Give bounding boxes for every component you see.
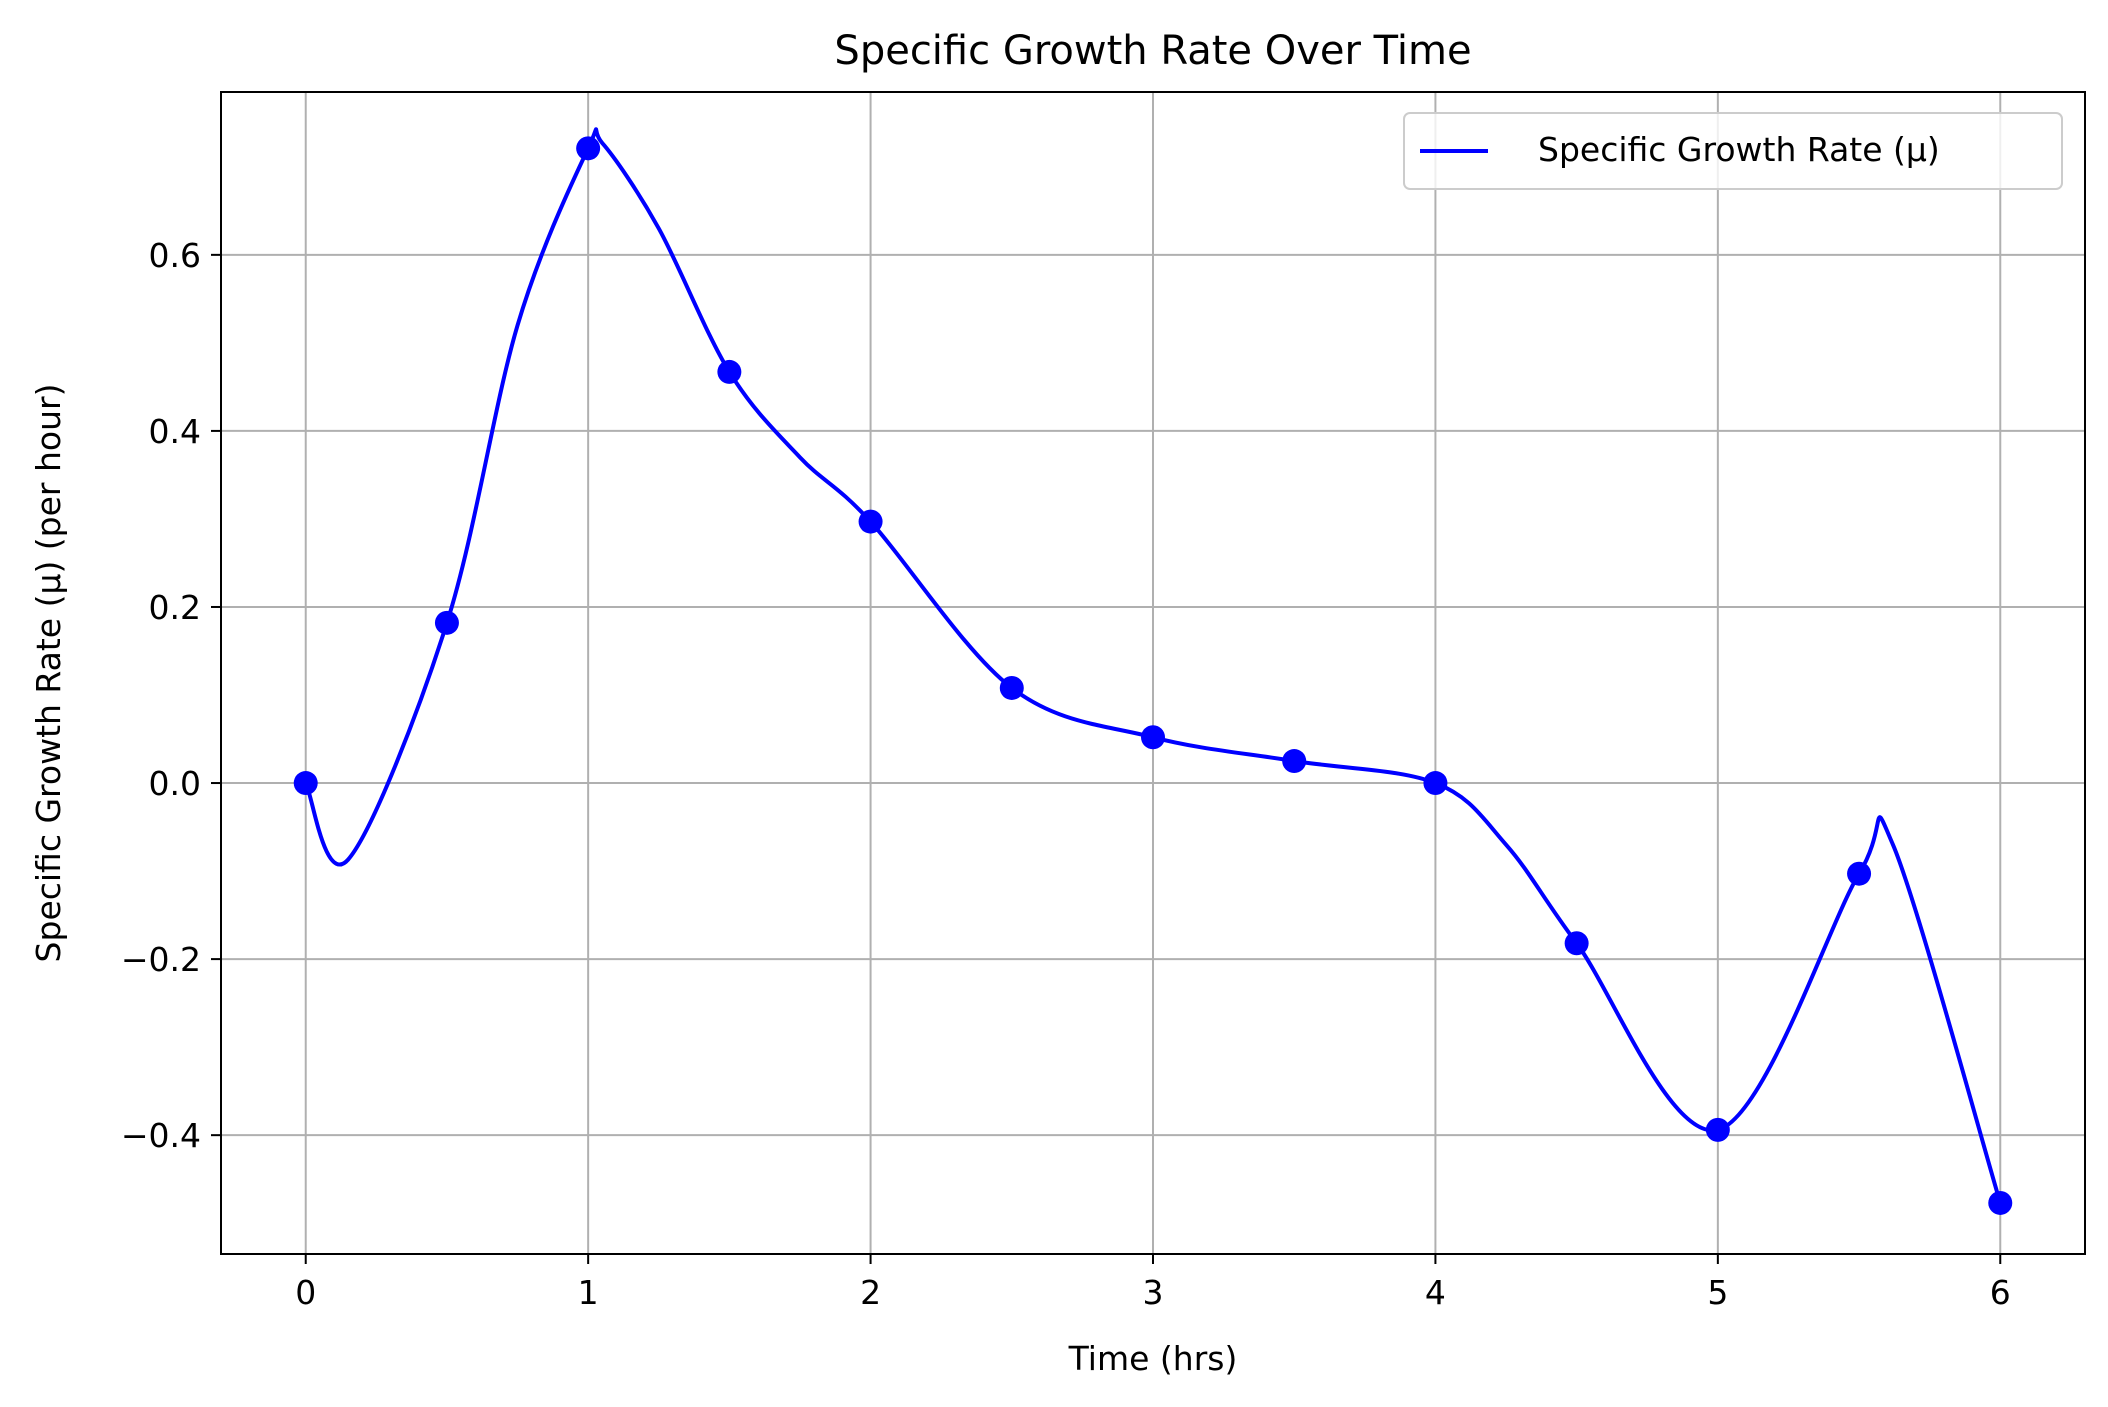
data-point <box>858 509 883 534</box>
x-tick-label: 0 <box>295 1273 316 1312</box>
x-tick-label: 6 <box>1990 1273 2011 1312</box>
data-point <box>1705 1117 1730 1142</box>
data-point <box>434 610 459 635</box>
y-tick-label: 0.0 <box>149 764 201 803</box>
ticks: 0 1 2 3 4 5 6 −0.4 −0.2 0.0 0.2 0.4 0.6 <box>121 236 2011 1312</box>
series-layer <box>293 127 2013 1215</box>
y-tick-label: 0.6 <box>149 236 201 275</box>
legend-box <box>1403 112 2063 190</box>
data-point <box>1282 749 1307 774</box>
x-tick-label: 2 <box>860 1273 881 1312</box>
x-tick-label: 3 <box>1143 1273 1164 1312</box>
y-axis-title: Specific Growth Rate (μ) (per hour) <box>29 384 68 963</box>
y-tick-label: 0.2 <box>149 588 201 627</box>
data-point <box>1141 725 1165 750</box>
data-point <box>1564 931 1589 956</box>
data-point <box>717 359 742 384</box>
legend-label: Specific Growth Rate (μ) <box>1538 130 1940 169</box>
data-point <box>1423 771 1448 796</box>
series-line <box>303 127 2003 1204</box>
data-point <box>1988 1190 2013 1215</box>
x-axis-title: Time (hrs) <box>1068 1339 1238 1378</box>
data-point <box>293 771 318 796</box>
x-tick-label: 5 <box>1707 1273 1728 1312</box>
y-tick-label: −0.2 <box>121 940 201 979</box>
x-tick-label: 1 <box>578 1273 599 1312</box>
y-tick-label: 0.4 <box>149 412 201 451</box>
grid-lines <box>221 92 2085 1254</box>
data-point <box>1847 861 1872 886</box>
chart-title: Specific Growth Rate Over Time <box>834 28 1471 74</box>
x-tick-label: 4 <box>1425 1273 1446 1312</box>
legend: Specific Growth Rate (μ) <box>1403 112 2063 190</box>
data-point <box>576 136 601 161</box>
y-tick-label: −0.4 <box>121 1116 201 1155</box>
data-point <box>999 675 1024 700</box>
